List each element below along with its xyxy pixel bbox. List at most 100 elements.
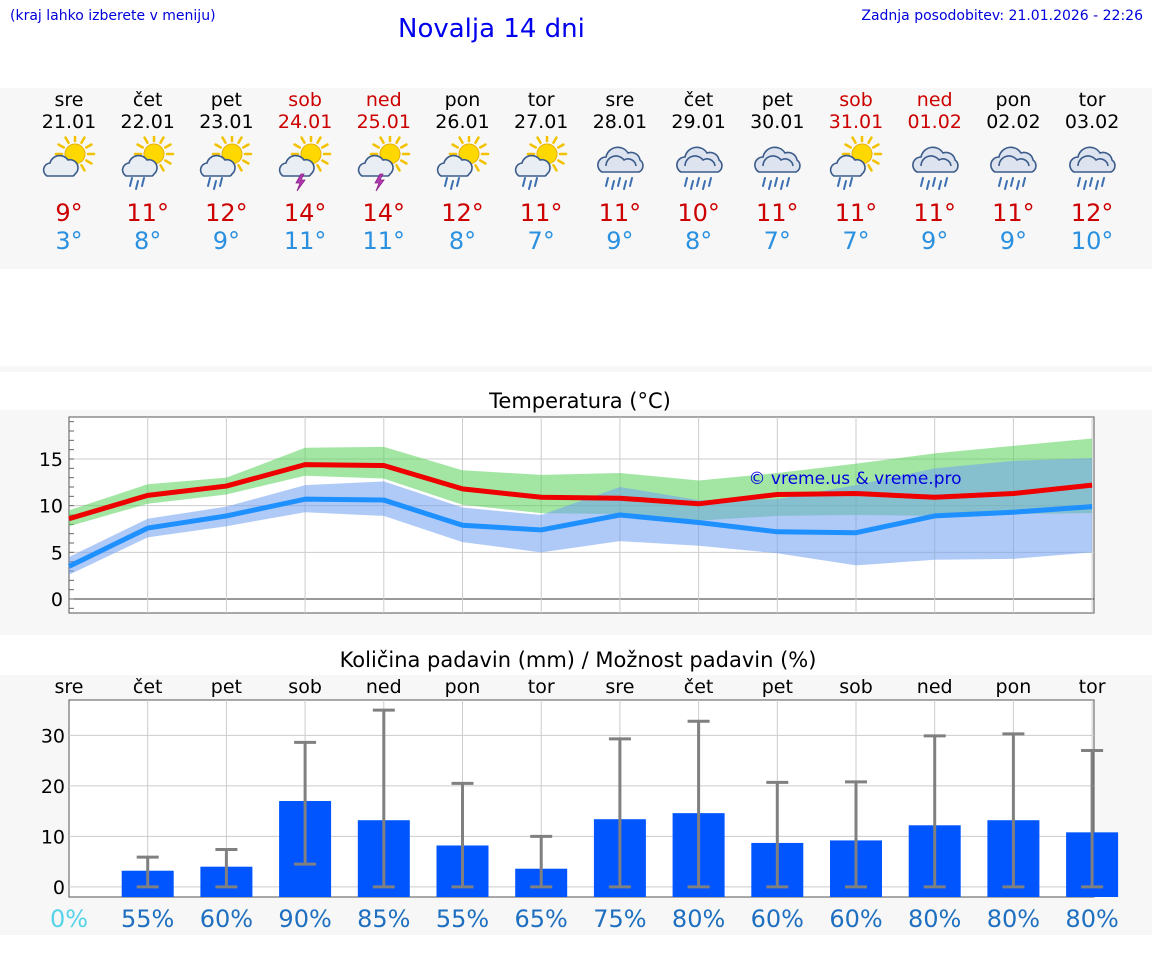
temp-max: 11° [992, 199, 1035, 227]
temp-max: 11° [834, 199, 878, 227]
temp-min: 3° [55, 227, 83, 255]
temp-min: 10° [1070, 227, 1114, 255]
day-column: čet 22.01 11° 8° [109, 88, 187, 255]
day-column: ned 01.02 11° 9° [896, 88, 974, 255]
day-date: 23.01 [199, 111, 254, 133]
y-tick-label: 15 [39, 449, 63, 471]
day-column: pet 30.01 11° 7° [738, 88, 816, 255]
temp-max: 12° [441, 199, 484, 227]
category-label: sob [288, 676, 322, 698]
day-name: pon [444, 89, 481, 111]
temp-max: 11° [126, 199, 169, 227]
day-date: 26.01 [435, 111, 490, 133]
y-tick-label: 10 [41, 826, 65, 848]
precip-probability: 80% [908, 905, 961, 933]
category-label: tor [528, 676, 555, 698]
day-name: tor [1078, 89, 1106, 111]
precip-probability: 60% [200, 905, 253, 933]
chart-title: Temperatura (°C) [488, 389, 671, 413]
category-label: pet [211, 676, 242, 698]
precip-probability: 90% [278, 905, 331, 933]
category-label: pon [996, 676, 1032, 698]
day-date: 03.02 [1064, 111, 1120, 133]
sun-cloud-thunder-icon [266, 133, 344, 199]
day-date: 22.01 [120, 111, 175, 133]
temp-min: 7° [842, 227, 870, 255]
day-date: 28.01 [592, 111, 648, 133]
precip-probability: 60% [751, 905, 804, 933]
temp-min: 9° [999, 227, 1028, 255]
precip-probability: 80% [1065, 905, 1118, 933]
day-name: sre [54, 89, 84, 111]
category-label: pon [445, 676, 481, 698]
day-name: sob [288, 89, 322, 111]
temp-min: 11° [362, 227, 406, 255]
day-name: ned [916, 89, 953, 111]
day-column: tor 03.02 12° 10° [1053, 88, 1131, 255]
temp-max: 10° [677, 199, 720, 227]
temp-max: 11° [519, 199, 563, 227]
max-temp-line [68, 462, 1093, 522]
temp-min: 7° [763, 227, 791, 255]
cloud-heavy-rain-icon [1053, 133, 1131, 199]
day-column: sob 24.01 14° 11° [266, 88, 344, 255]
sun-cloud-icon [30, 133, 108, 199]
category-label: ned [366, 676, 402, 698]
temp-min: 8° [134, 227, 162, 255]
day-column: pon 02.02 11° 9° [974, 88, 1052, 255]
cloud-heavy-rain-icon [738, 133, 816, 199]
cloud-heavy-rain-icon [581, 133, 659, 199]
sun-cloud-thunder-icon [345, 133, 423, 199]
sun-cloud-rain-icon [424, 133, 502, 199]
precip-probability: 80% [672, 905, 725, 933]
day-column: tor 27.01 11° 7° [502, 88, 580, 255]
temp-min: 7° [527, 227, 555, 255]
watermark: © vreme.us & vreme.pro [748, 469, 961, 489]
cloud-heavy-rain-icon [896, 133, 974, 199]
day-column: pon 26.01 12° 8° [424, 88, 502, 255]
day-date: 27.01 [513, 111, 569, 133]
day-name: čet [132, 89, 163, 111]
temperature-chart: Temperatura (°C) 0 5 10 15 © vreme.us & vreme… [0, 389, 1152, 635]
temp-max: 14° [283, 199, 327, 227]
day-column: sre 28.01 11° 9° [581, 88, 659, 255]
min-range-band [69, 458, 1093, 575]
sun-cloud-rain-icon [502, 133, 580, 199]
daily-forecast-strip: sre 21.01 9° 3° čet 22.01 11° 8° pet 23.01 12° 9° so… [0, 88, 1152, 269]
precipitation-chart: Količina padavin (mm) / Možnost padavin … [0, 648, 1152, 935]
day-date: 25.01 [356, 111, 411, 133]
y-tick-label: 10 [39, 496, 63, 518]
temp-max: 11° [598, 199, 642, 227]
min-temp-line [67, 496, 1093, 569]
sun-cloud-rain-icon [817, 133, 895, 199]
temp-max: 12° [1070, 199, 1114, 227]
day-name: tor [527, 89, 555, 111]
temp-max: 11° [913, 199, 956, 227]
precip-probability: 0% [50, 905, 88, 933]
category-label: čet [684, 676, 714, 698]
category-label: sre [605, 676, 634, 698]
day-name: sob [839, 89, 873, 111]
day-column: pet 23.01 12° 9° [187, 88, 265, 255]
temp-min: 11° [283, 227, 327, 255]
day-date: 29.01 [671, 111, 726, 133]
day-column: sob 31.01 11° 7° [817, 88, 895, 255]
day-column: ned 25.01 14° 11° [345, 88, 423, 255]
day-name: pet [761, 89, 793, 111]
temp-min: 9° [212, 227, 241, 255]
precip-probability: 85% [357, 905, 410, 933]
temp-max: 12° [205, 199, 248, 227]
category-label: sre [55, 676, 84, 698]
precip-probability: 55% [436, 905, 489, 933]
sun-cloud-rain-icon [187, 133, 265, 199]
y-tick-label: 0 [51, 589, 63, 611]
cloud-heavy-rain-icon [974, 133, 1052, 199]
day-date: 01.02 [907, 111, 962, 133]
day-date: 31.01 [828, 111, 884, 133]
location-hint: (kraj lahko izberete v meniju) [10, 8, 216, 24]
y-tick-label: 20 [41, 776, 65, 798]
precip-probability: 80% [987, 905, 1040, 933]
divider [0, 366, 1152, 372]
day-date: 24.01 [277, 111, 333, 133]
precip-probability: 75% [593, 905, 646, 933]
